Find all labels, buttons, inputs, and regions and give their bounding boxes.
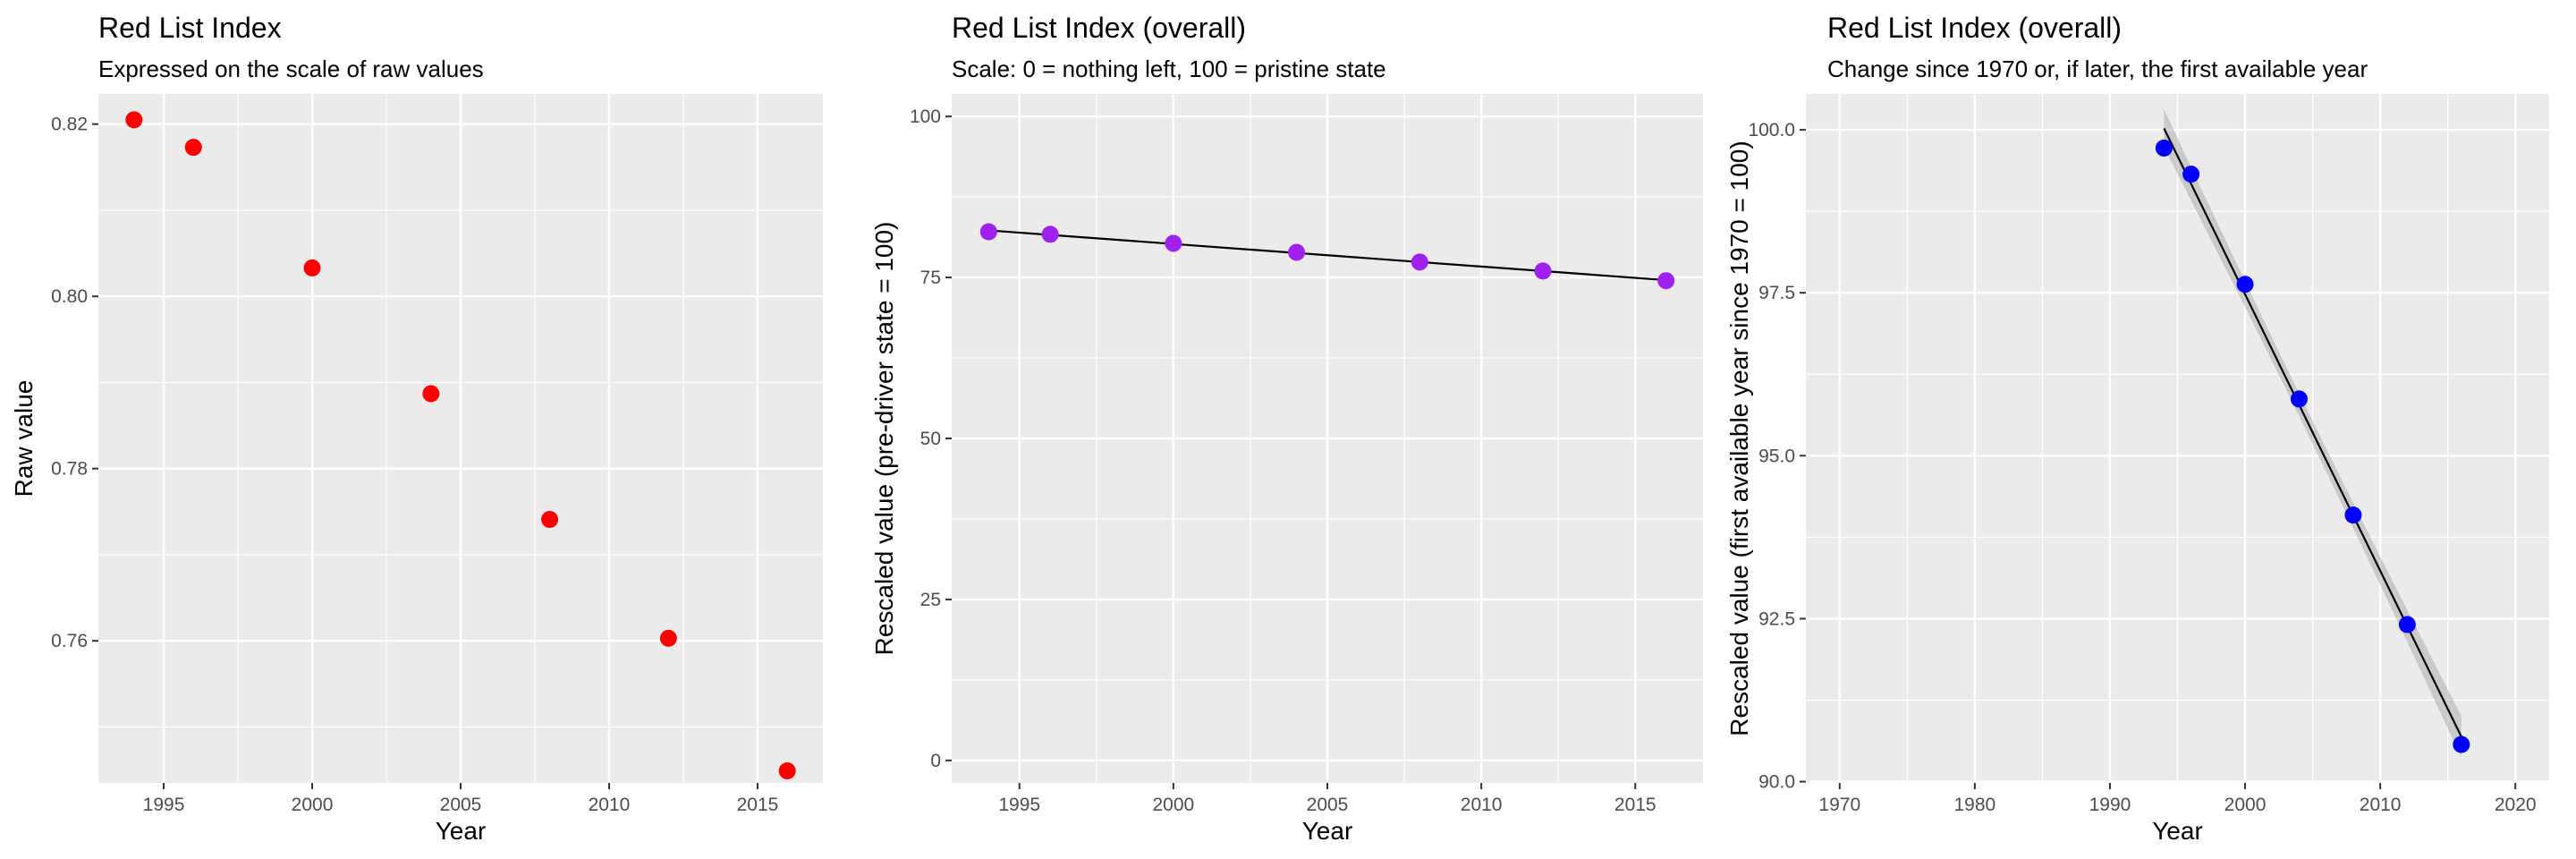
data-point: [541, 510, 559, 528]
x-tick-label: 2000: [2224, 795, 2267, 815]
y-tick-label: 90.0: [1758, 772, 1795, 793]
data-point: [1534, 262, 1552, 280]
x-axis-title: Year: [2152, 817, 2203, 845]
x-axis-title: Year: [1302, 817, 1353, 845]
x-tick-label: 2005: [440, 795, 482, 815]
data-point: [2290, 390, 2308, 408]
data-point: [1165, 234, 1182, 252]
chart-title: Red List Index: [98, 12, 282, 44]
chart-panel-1: Red List Index Expressed on the scale of …: [10, 12, 823, 845]
data-point: [2155, 139, 2173, 157]
y-axis-title: Rescaled value (pre-driver state = 100): [870, 222, 898, 656]
data-point: [1657, 272, 1675, 290]
x-axis-title: Year: [436, 817, 487, 845]
trend-line: [2163, 128, 2462, 737]
y-tick-label: 0.76: [51, 631, 88, 651]
chart-subtitle: Change since 1970 or, if later, the firs…: [1827, 55, 2368, 82]
x-tick-label: 2005: [1307, 795, 1349, 815]
x-tick-label: 1990: [2089, 795, 2131, 815]
y-tick-label: 50: [920, 429, 941, 449]
data-point: [125, 111, 143, 129]
x-tick-label: 2000: [292, 795, 334, 815]
x-tick-label: 2015: [737, 795, 779, 815]
chart-panel-3: Red List Index (overall) Change since 197…: [1725, 12, 2549, 845]
y-tick-label: 75: [920, 268, 941, 288]
data-point: [2453, 736, 2470, 753]
y-tick-label: 0.80: [51, 286, 88, 307]
data-point: [2182, 166, 2200, 183]
y-tick-label: 92.5: [1758, 608, 1795, 629]
y-tick-label: 0: [930, 751, 941, 771]
data-point: [1288, 243, 1306, 261]
data-point: [979, 223, 997, 241]
y-axis-title: Rescaled value (first available year sin…: [1725, 140, 1753, 736]
chart-title: Red List Index (overall): [952, 12, 1246, 44]
y-tick-label: 95.0: [1758, 446, 1795, 466]
x-tick-label: 2000: [1153, 795, 1195, 815]
data-point: [303, 259, 321, 276]
data-point: [1411, 253, 1428, 271]
x-tick-label: 1995: [998, 795, 1040, 815]
x-tick-label: 1995: [143, 795, 185, 815]
y-tick-label: 25: [920, 590, 941, 610]
data-point: [184, 139, 202, 157]
x-tick-label: 2010: [1461, 795, 1503, 815]
x-tick-label: 1980: [1954, 795, 1996, 815]
x-tick-label: 2015: [1614, 795, 1657, 815]
data-point: [2236, 276, 2254, 293]
data-point: [778, 762, 796, 780]
data-point: [2344, 506, 2362, 524]
y-tick-label: 100: [910, 106, 941, 127]
trend-line: [988, 229, 1666, 282]
data-point: [422, 385, 440, 403]
data-point: [659, 629, 677, 647]
data-point: [2398, 616, 2416, 634]
y-tick-label: 0.82: [51, 115, 88, 135]
y-tick-label: 97.5: [1758, 283, 1795, 303]
chart-title: Red List Index (overall): [1827, 12, 2122, 44]
x-tick-label: 1970: [1818, 795, 1860, 815]
chart-subtitle: Expressed on the scale of raw values: [98, 55, 484, 82]
y-tick-label: 0.78: [51, 459, 88, 480]
x-tick-label: 2010: [2360, 795, 2402, 815]
chart-subtitle: Scale: 0 = nothing left, 100 = pristine …: [952, 55, 1386, 82]
chart-panel-2: Red List Index (overall) Scale: 0 = nothi…: [870, 12, 1703, 845]
data-point: [1041, 225, 1059, 243]
x-tick-label: 2020: [2495, 795, 2537, 815]
x-tick-label: 2010: [589, 795, 631, 815]
y-axis-title: Raw value: [10, 380, 38, 498]
y-tick-label: 100.0: [1748, 120, 1795, 140]
